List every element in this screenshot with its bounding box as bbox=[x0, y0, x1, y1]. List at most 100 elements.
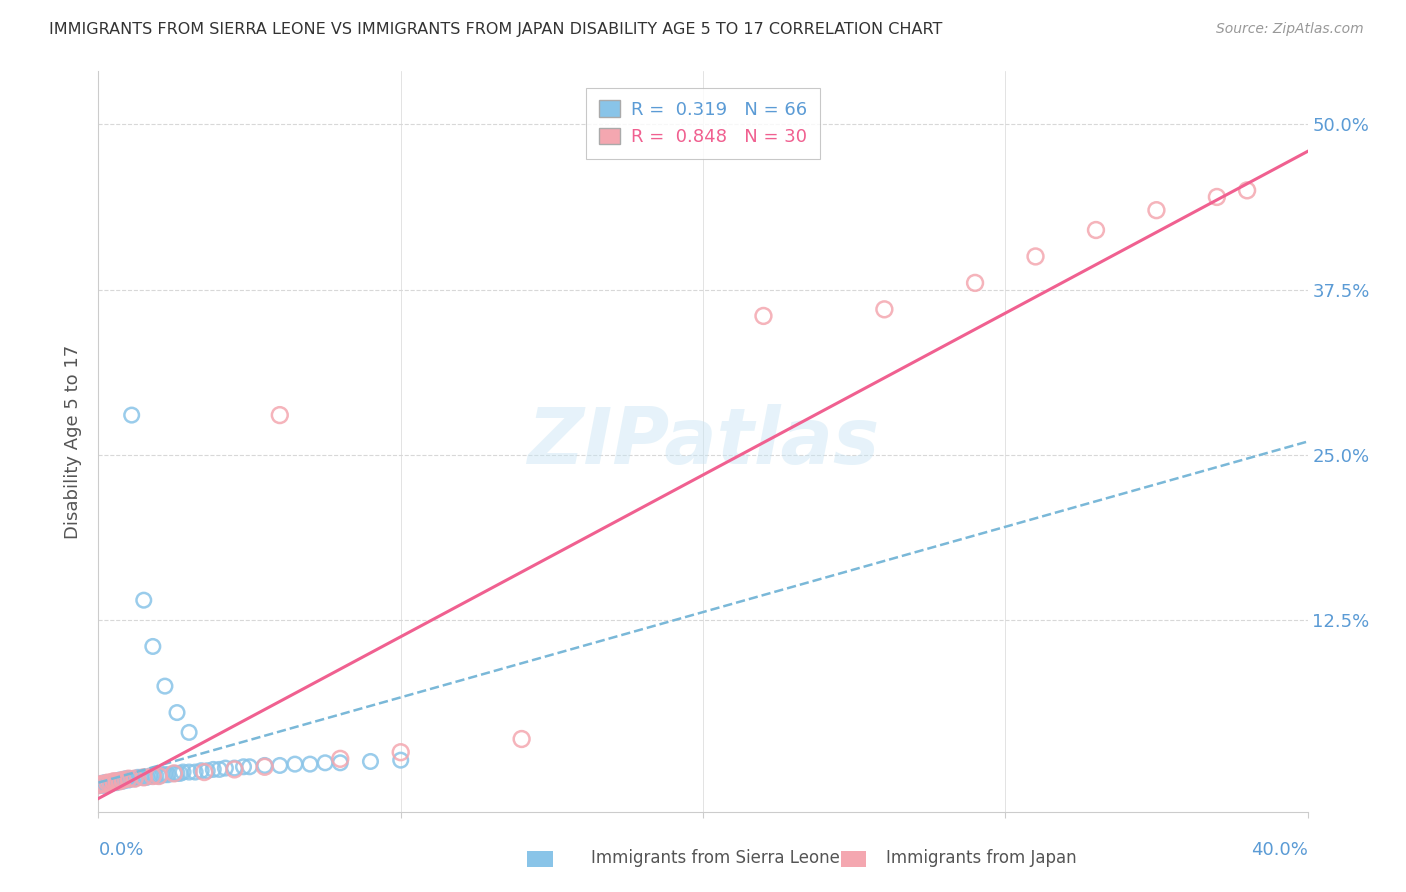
Point bbox=[124, 772, 146, 786]
Point bbox=[90, 777, 112, 791]
Point bbox=[1085, 223, 1108, 237]
Point bbox=[169, 766, 191, 780]
Point bbox=[195, 764, 218, 778]
Point bbox=[100, 775, 122, 789]
Point bbox=[90, 778, 112, 792]
Point bbox=[114, 772, 136, 787]
Point bbox=[239, 760, 262, 774]
Point bbox=[1206, 190, 1229, 204]
Point bbox=[156, 767, 179, 781]
Point bbox=[208, 763, 231, 777]
Point bbox=[873, 302, 896, 317]
Point bbox=[389, 745, 412, 759]
Point bbox=[105, 775, 128, 789]
Point bbox=[389, 753, 412, 767]
Point bbox=[269, 408, 291, 422]
Point bbox=[93, 777, 115, 791]
Point bbox=[166, 766, 188, 780]
Point bbox=[193, 765, 215, 780]
Point bbox=[105, 774, 128, 789]
Point bbox=[132, 770, 155, 784]
Point bbox=[96, 775, 118, 789]
Point bbox=[314, 756, 336, 770]
Point bbox=[153, 767, 176, 781]
Point bbox=[87, 778, 110, 792]
Point bbox=[360, 755, 382, 769]
Text: IMMIGRANTS FROM SIERRA LEONE VS IMMIGRANTS FROM JAPAN DISABILITY AGE 5 TO 17 COR: IMMIGRANTS FROM SIERRA LEONE VS IMMIGRAN… bbox=[49, 22, 942, 37]
Point bbox=[105, 774, 128, 789]
Point bbox=[108, 772, 131, 787]
Point bbox=[121, 772, 143, 786]
Point bbox=[129, 770, 152, 784]
Point bbox=[253, 758, 276, 772]
Point bbox=[93, 778, 115, 792]
Point bbox=[153, 679, 176, 693]
Point bbox=[96, 775, 118, 789]
Point bbox=[87, 778, 110, 792]
Point bbox=[163, 766, 186, 780]
Point bbox=[142, 769, 165, 783]
Point bbox=[1236, 183, 1258, 197]
Point bbox=[329, 752, 352, 766]
Point bbox=[100, 775, 122, 789]
Point bbox=[190, 764, 212, 778]
Point bbox=[163, 766, 186, 780]
Point bbox=[114, 772, 136, 786]
Point bbox=[118, 772, 141, 786]
Point bbox=[214, 761, 236, 775]
Point bbox=[121, 408, 143, 422]
Point bbox=[172, 765, 194, 780]
Point bbox=[284, 757, 307, 772]
Point bbox=[965, 276, 987, 290]
Point bbox=[135, 770, 157, 784]
Point bbox=[148, 769, 170, 783]
Point bbox=[132, 770, 155, 784]
Point bbox=[269, 758, 291, 772]
Text: 0.0%: 0.0% bbox=[98, 841, 143, 859]
Point bbox=[179, 765, 201, 780]
Text: Source: ZipAtlas.com: Source: ZipAtlas.com bbox=[1216, 22, 1364, 37]
Point bbox=[111, 772, 134, 787]
Point bbox=[108, 774, 131, 789]
Text: Immigrants from Sierra Leone: Immigrants from Sierra Leone bbox=[591, 849, 839, 867]
Point bbox=[103, 774, 125, 789]
Point bbox=[124, 772, 146, 786]
Text: 40.0%: 40.0% bbox=[1251, 841, 1308, 859]
Point bbox=[142, 640, 165, 654]
Point bbox=[224, 761, 246, 775]
Point bbox=[87, 777, 110, 791]
Point bbox=[132, 593, 155, 607]
Point bbox=[111, 772, 134, 787]
Point bbox=[103, 774, 125, 789]
Text: Immigrants from Japan: Immigrants from Japan bbox=[886, 849, 1077, 867]
Point bbox=[145, 769, 167, 783]
Point bbox=[253, 760, 276, 774]
Point bbox=[202, 763, 225, 777]
Point bbox=[224, 763, 246, 777]
Point bbox=[108, 774, 131, 789]
Point bbox=[87, 778, 110, 792]
Point bbox=[752, 309, 775, 323]
Point bbox=[139, 769, 162, 783]
Point bbox=[87, 778, 110, 792]
Point bbox=[127, 770, 149, 784]
Point bbox=[184, 765, 207, 780]
Point bbox=[118, 772, 141, 787]
Point bbox=[90, 777, 112, 791]
Point bbox=[1024, 250, 1046, 264]
Text: ZIPatlas: ZIPatlas bbox=[527, 403, 879, 480]
Y-axis label: Disability Age 5 to 17: Disability Age 5 to 17 bbox=[65, 344, 83, 539]
Point bbox=[93, 775, 115, 789]
Point bbox=[103, 775, 125, 789]
Point bbox=[100, 777, 122, 791]
Point bbox=[148, 769, 170, 783]
Point bbox=[150, 767, 173, 781]
Point bbox=[118, 772, 141, 786]
Point bbox=[111, 774, 134, 789]
Point bbox=[179, 725, 201, 739]
Point bbox=[96, 777, 118, 791]
Point bbox=[166, 706, 188, 720]
Point bbox=[1144, 203, 1167, 218]
Point bbox=[510, 731, 533, 746]
Point bbox=[329, 756, 352, 770]
